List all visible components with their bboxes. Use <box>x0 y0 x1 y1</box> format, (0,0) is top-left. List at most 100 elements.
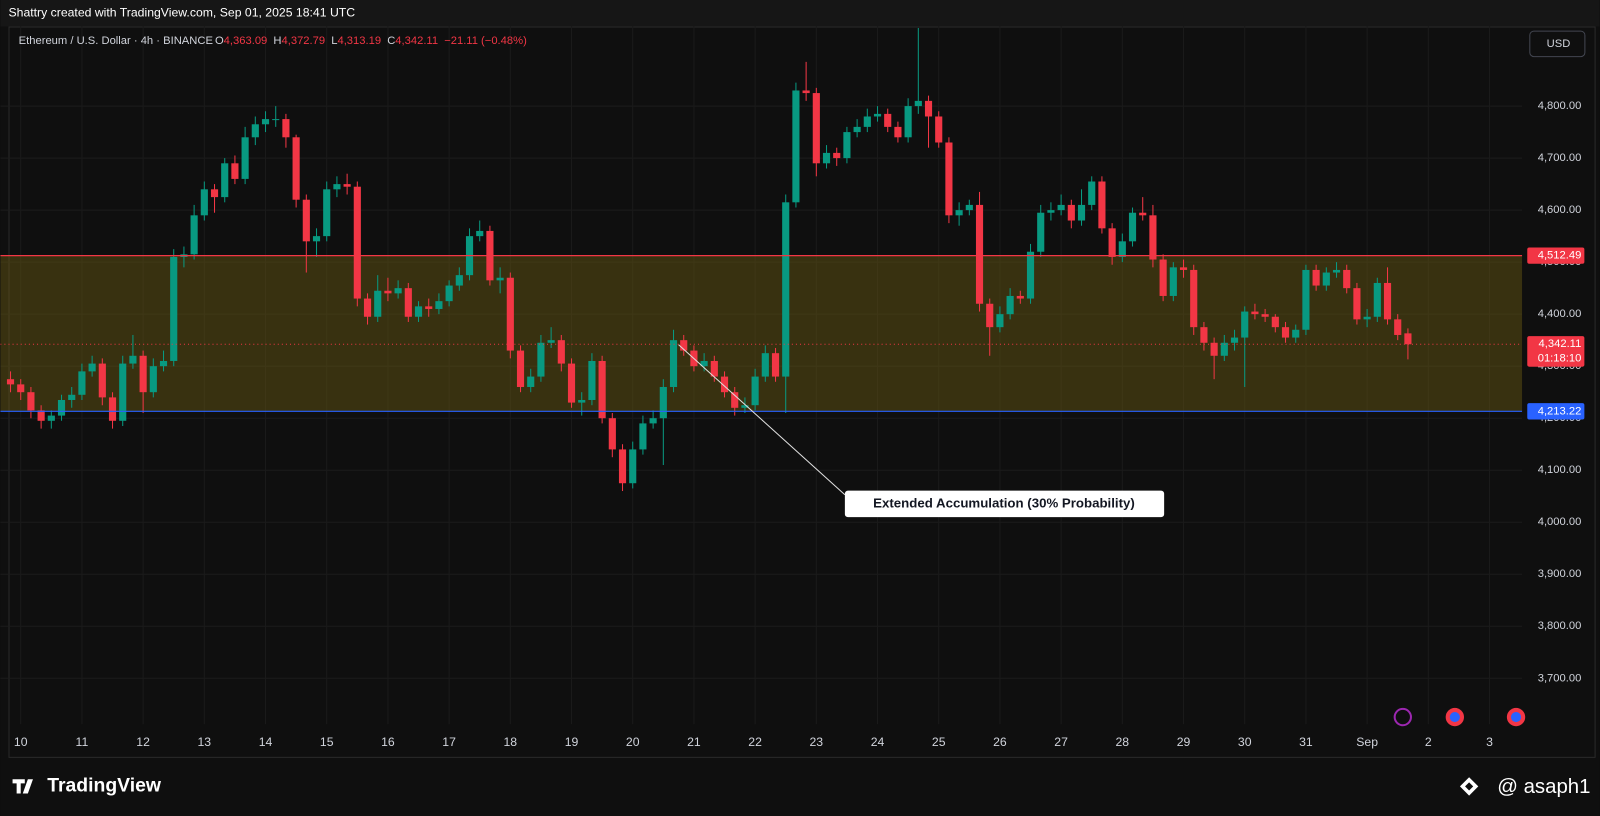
top-bar <box>0 0 1600 27</box>
legend-change: −21.11 (−0.48%) <box>444 35 527 47</box>
candle-body <box>435 301 443 309</box>
candle-body <box>975 204 984 304</box>
candle-body <box>649 418 657 424</box>
candle-body <box>1016 295 1024 299</box>
candle-body <box>914 100 922 107</box>
x-tick-label: 29 <box>1177 735 1191 749</box>
candle-body <box>802 90 810 94</box>
candle-body <box>863 116 871 127</box>
x-tick-label: 28 <box>1116 735 1130 749</box>
last-price-tag <box>1527 336 1585 367</box>
level-label: 4,213.22 <box>1538 405 1582 417</box>
candle-body <box>1383 282 1392 320</box>
event-icons <box>1393 707 1526 727</box>
candle-body <box>1098 181 1106 229</box>
candle-body <box>965 204 973 211</box>
candle-body <box>1230 337 1239 343</box>
level-tag <box>1527 403 1585 420</box>
candle-body <box>924 100 933 117</box>
axes-layer: 3,700.00 3,800.00 3,900.00 4,000.00 4,100.00… <box>14 100 1585 749</box>
candle-body <box>884 113 892 127</box>
candle-body <box>1057 204 1065 211</box>
legend-key: L <box>331 35 337 47</box>
candle-body <box>710 360 718 377</box>
candle-body <box>1322 272 1330 286</box>
x-tick-label: 27 <box>1054 735 1068 749</box>
x-tick-label: 16 <box>381 735 395 749</box>
candle-body <box>792 90 800 203</box>
candle-body <box>149 366 157 393</box>
candle-body <box>108 397 117 421</box>
candle-body <box>1343 269 1351 289</box>
currency[interactable]: USD <box>1547 38 1571 50</box>
level-label: 4,512.49 <box>1538 250 1582 262</box>
candle-body <box>98 363 106 398</box>
candle-body <box>639 423 647 450</box>
legend-symbol: Ethereum / U.S. Dollar · 4h · BINANCE <box>19 35 213 47</box>
candle-body <box>363 298 372 317</box>
candle-body <box>812 93 820 164</box>
x-tick-label: Sep <box>1356 735 1378 749</box>
last-price-label: 4,342.11 <box>1539 338 1582 350</box>
candle-body <box>833 152 841 159</box>
currency-button[interactable] <box>1529 30 1586 58</box>
candle-body <box>27 392 35 411</box>
x-tick-label: 14 <box>259 735 273 749</box>
x-tick-label: 15 <box>320 735 334 749</box>
candle-body <box>1037 212 1045 252</box>
annotation: Extended Accumulation (30% Probability) <box>873 495 1135 510</box>
legend-value: 4,363.09 <box>224 35 268 47</box>
candle-body <box>680 340 688 351</box>
candle-body <box>537 342 545 377</box>
x-tick-label: 18 <box>504 735 518 749</box>
x-tick-label: 21 <box>687 735 701 749</box>
candle-body <box>1118 241 1126 257</box>
candle-body <box>894 126 902 138</box>
icon[interactable] <box>1449 711 1460 723</box>
candle-body <box>241 137 249 179</box>
x-tick-label: 11 <box>76 735 89 749</box>
candle-body <box>47 415 55 421</box>
candle-body <box>996 314 1004 328</box>
icon[interactable] <box>1510 711 1522 723</box>
level-tag <box>1527 247 1585 264</box>
header: Shattry created with TradingView.com, Se… <box>8 5 355 19</box>
candle-body <box>527 376 535 387</box>
candle-body <box>1302 269 1310 330</box>
candle-body <box>1332 269 1341 273</box>
candle-body <box>1128 212 1137 242</box>
candle-body <box>139 355 147 393</box>
candle-body <box>261 119 270 125</box>
candle-body <box>608 418 616 450</box>
x-tick-label: 20 <box>626 735 640 749</box>
candle-body <box>567 363 576 403</box>
candle-body <box>1190 269 1198 328</box>
candle-body <box>945 142 953 216</box>
candle-body <box>700 360 708 367</box>
icon[interactable] <box>1393 707 1413 727</box>
candle-body <box>761 353 769 377</box>
x-tick-label: 10 <box>14 735 28 749</box>
candle-body <box>782 202 790 377</box>
candle-body <box>853 126 861 133</box>
candle-body <box>1067 204 1075 221</box>
candle-body <box>547 340 555 343</box>
candle-body <box>669 340 678 387</box>
candle-body <box>88 363 96 372</box>
y-tick-label: 4,400.00 <box>1538 308 1582 320</box>
candle-body <box>751 376 759 406</box>
zone <box>0 255 1523 412</box>
candle-body <box>353 186 361 299</box>
candle-body <box>404 288 412 317</box>
candle-body <box>1139 212 1147 216</box>
candle-body <box>282 119 290 138</box>
x-tick-label: 31 <box>1299 735 1313 749</box>
candle-body <box>731 392 739 408</box>
candle-body <box>618 449 627 484</box>
brand-logo <box>12 779 33 794</box>
candle-body <box>1047 210 1055 213</box>
legend-key: C <box>387 35 395 47</box>
candle-body <box>506 277 514 351</box>
